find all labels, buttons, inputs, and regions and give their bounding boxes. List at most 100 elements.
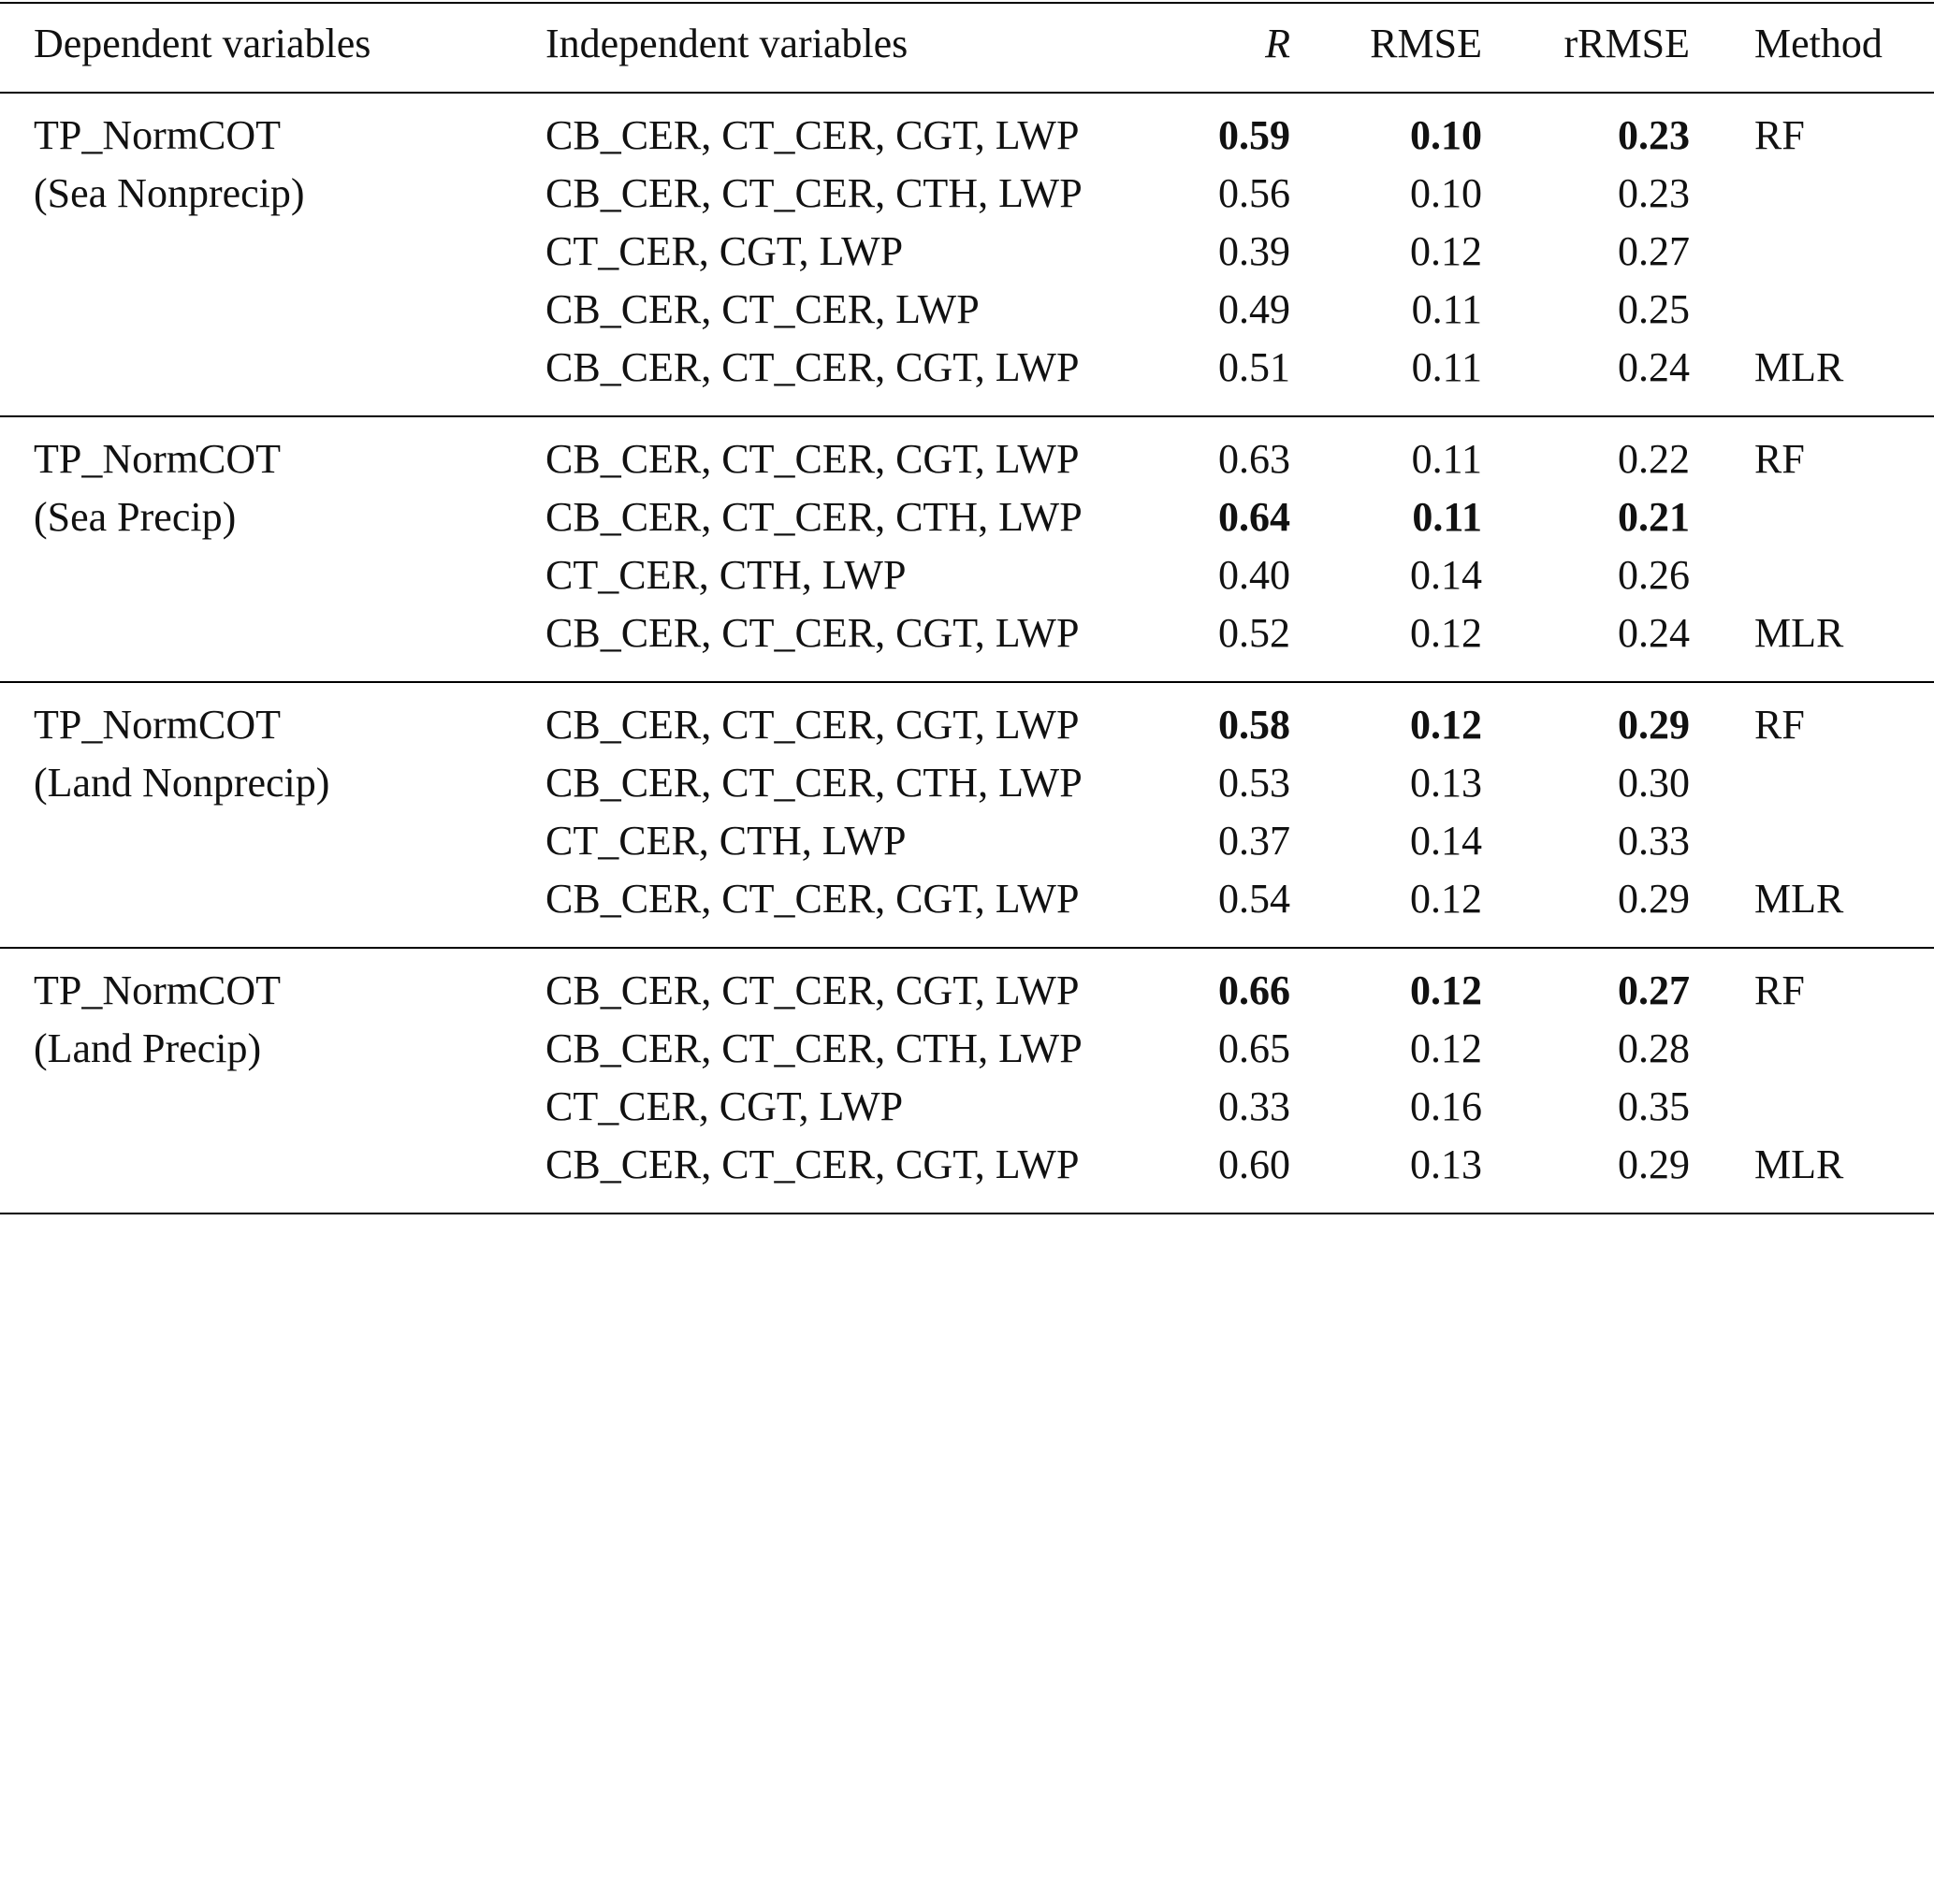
table-row: CT_CER, CTH, LWP 0.40 0.14 0.26: [0, 546, 1934, 604]
metric-cell: 0.25: [1618, 286, 1690, 332]
column-header: Independent variables: [545, 21, 909, 66]
header-row: Dependent variables Independent variables…: [0, 3, 1934, 93]
metric-cell: 0.12: [1410, 967, 1482, 1013]
method-cell: [1690, 546, 1934, 604]
independent-cell: CT_CER, CGT, LWP: [545, 1083, 904, 1129]
table-row: CB_CER, CT_CER, LWP 0.49 0.11 0.25: [0, 281, 1934, 339]
metric-cell: 0.35: [1618, 1083, 1690, 1129]
independent-cell: CT_CER, CTH, LWP: [545, 552, 907, 598]
dependent-label: TP_NormCOT: [34, 112, 281, 158]
column-header: RMSE: [1370, 21, 1482, 66]
method-cell: [1690, 281, 1934, 339]
independent-cell: CB_CER, CT_CER, CGT, LWP: [545, 112, 1080, 158]
table-body: TP_NormCOT (Sea Nonprecip) CB_CER, CT_CER,…: [0, 93, 1934, 1214]
metric-cell: 0.66: [1218, 967, 1290, 1013]
table-row: CT_CER, CGT, LWP 0.39 0.12 0.27: [0, 223, 1934, 281]
metric-cell: 0.28: [1618, 1025, 1690, 1071]
dependent-label: TP_NormCOT: [34, 702, 281, 748]
independent-cell: CB_CER, CT_CER, LWP: [545, 286, 980, 332]
metric-cell: 0.65: [1218, 1025, 1290, 1071]
dependent-label: (Sea Precip): [34, 494, 237, 540]
metric-cell: 0.33: [1618, 818, 1690, 864]
independent-cell: CB_CER, CT_CER, CTH, LWP: [545, 1025, 1083, 1071]
table-row: TP_NormCOT (Sea Nonprecip) CB_CER, CT_CER,…: [0, 93, 1934, 216]
dependent-cell: TP_NormCOT (Land Precip): [0, 948, 545, 1214]
metric-cell: 0.23: [1618, 170, 1690, 216]
table-row: CB_CER, CT_CER, CTH, LWP 0.53 0.13 0.30: [0, 754, 1934, 812]
method-cell: [1690, 754, 1934, 812]
independent-cell: CB_CER, CT_CER, CGT, LWP: [545, 1141, 1080, 1187]
metric-cell: 0.56: [1218, 170, 1290, 216]
metric-cell: 0.12: [1410, 610, 1482, 656]
metric-cell: 0.23: [1618, 112, 1690, 158]
metric-cell: 0.12: [1410, 876, 1482, 922]
table-row: CB_CER, CT_CER, CGT, LWP 0.52 0.12 0.24 MLR: [0, 604, 1934, 682]
dependent-label: (Land Nonprecip): [34, 760, 330, 806]
metric-cell: 0.16: [1410, 1083, 1482, 1129]
dependent-label: (Sea Nonprecip): [34, 170, 305, 216]
independent-cell: CT_CER, CGT, LWP: [545, 228, 904, 274]
metric-cell: 0.27: [1618, 228, 1690, 274]
method-cell: MLR: [1754, 1141, 1844, 1187]
independent-cell: CB_CER, CT_CER, CGT, LWP: [545, 610, 1080, 656]
metric-cell: 0.11: [1411, 344, 1482, 390]
table-row: CB_CER, CT_CER, CTH, LWP 0.56 0.10 0.23: [0, 165, 1934, 223]
metric-cell: 0.10: [1410, 112, 1482, 158]
independent-cell: CB_CER, CT_CER, CTH, LWP: [545, 170, 1083, 216]
metric-cell: 0.24: [1618, 344, 1690, 390]
independent-cell: CB_CER, CT_CER, CGT, LWP: [545, 344, 1080, 390]
metric-cell: 0.59: [1218, 112, 1290, 158]
metric-cell: 0.51: [1218, 344, 1290, 390]
metric-cell: 0.29: [1618, 702, 1690, 748]
table-row: CB_CER, CT_CER, CGT, LWP 0.51 0.11 0.24 MLR: [0, 339, 1934, 416]
metric-cell: 0.13: [1410, 1141, 1482, 1187]
method-cell: [1690, 488, 1934, 546]
metric-cell: 0.22: [1618, 436, 1690, 482]
table-row: TP_NormCOT (Land Nonprecip) CB_CER, CT_CER…: [0, 682, 1934, 806]
results-table: Dependent variables Independent variables…: [0, 2, 1934, 1214]
table-row: CB_CER, CT_CER, CTH, LWP 0.65 0.12 0.28: [0, 1020, 1934, 1078]
table-row: CB_CER, CT_CER, CGT, LWP 0.54 0.12 0.29 MLR: [0, 870, 1934, 948]
metric-cell: 0.11: [1412, 494, 1482, 540]
metric-cell: 0.52: [1218, 610, 1290, 656]
metric-cell: 0.29: [1618, 1141, 1690, 1187]
table-row: TP_NormCOT (Sea Precip) CB_CER, CT_CER, CG…: [0, 416, 1934, 540]
dependent-cell: TP_NormCOT (Land Nonprecip): [0, 682, 545, 948]
metric-cell: 0.12: [1410, 1025, 1482, 1071]
metric-cell: 0.12: [1410, 228, 1482, 274]
metric-cell: 0.63: [1218, 436, 1290, 482]
metric-cell: 0.11: [1411, 286, 1482, 332]
method-cell: [1690, 1020, 1934, 1078]
independent-cell: CB_CER, CT_CER, CGT, LWP: [545, 702, 1080, 748]
independent-cell: CB_CER, CT_CER, CGT, LWP: [545, 876, 1080, 922]
independent-cell: CB_CER, CT_CER, CGT, LWP: [545, 967, 1080, 1013]
dependent-cell: TP_NormCOT (Sea Precip): [0, 416, 545, 682]
method-cell: MLR: [1754, 876, 1844, 922]
independent-cell: CB_CER, CT_CER, CGT, LWP: [545, 436, 1080, 482]
metric-cell: 0.11: [1411, 436, 1482, 482]
independent-cell: CB_CER, CT_CER, CTH, LWP: [545, 494, 1083, 540]
method-cell: [1690, 812, 1934, 870]
column-header: R: [1265, 21, 1290, 66]
metric-cell: 0.21: [1618, 494, 1690, 540]
metric-cell: 0.24: [1618, 610, 1690, 656]
table-row: TP_NormCOT (Land Precip) CB_CER, CT_CER, C…: [0, 948, 1934, 1071]
table-row: CT_CER, CGT, LWP 0.33 0.16 0.35: [0, 1078, 1934, 1136]
dependent-label: TP_NormCOT: [34, 436, 281, 482]
metric-cell: 0.53: [1218, 760, 1290, 806]
dependent-cell: TP_NormCOT (Sea Nonprecip): [0, 93, 545, 416]
column-header: rRMSE: [1563, 21, 1690, 66]
method-cell: MLR: [1754, 610, 1844, 656]
table-row: CB_CER, CT_CER, CTH, LWP 0.64 0.11 0.21: [0, 488, 1934, 546]
method-cell: [1690, 165, 1934, 223]
method-cell: MLR: [1754, 344, 1844, 390]
metric-cell: 0.10: [1410, 170, 1482, 216]
dependent-label: (Land Precip): [34, 1025, 262, 1071]
metric-cell: 0.14: [1410, 818, 1482, 864]
method-cell: RF: [1754, 702, 1805, 748]
metric-cell: 0.29: [1618, 876, 1690, 922]
metric-cell: 0.26: [1618, 552, 1690, 598]
metric-cell: 0.37: [1218, 818, 1290, 864]
metric-cell: 0.27: [1618, 967, 1690, 1013]
column-header: Method: [1754, 21, 1883, 66]
